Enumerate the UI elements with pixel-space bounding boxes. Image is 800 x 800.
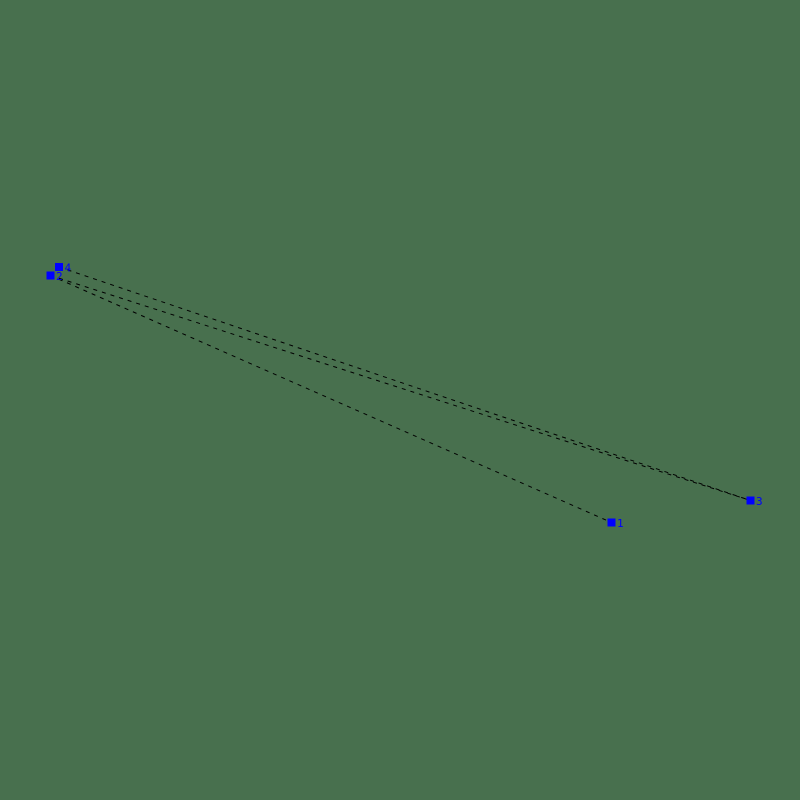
- graph-node-1[interactable]: [607, 518, 616, 527]
- graph-node-4[interactable]: [55, 263, 63, 271]
- graph-node-label-4: 4: [65, 262, 72, 275]
- graph-node-label-1: 1: [617, 517, 624, 530]
- graph-node-3[interactable]: [746, 496, 755, 505]
- graph-node-label-3: 3: [756, 495, 763, 508]
- graph-node-label-2: 2: [56, 270, 63, 283]
- graph-edge-2-1: [50, 275, 612, 523]
- graph-node-2[interactable]: [46, 271, 55, 280]
- graph-edge-2-3: [50, 275, 751, 501]
